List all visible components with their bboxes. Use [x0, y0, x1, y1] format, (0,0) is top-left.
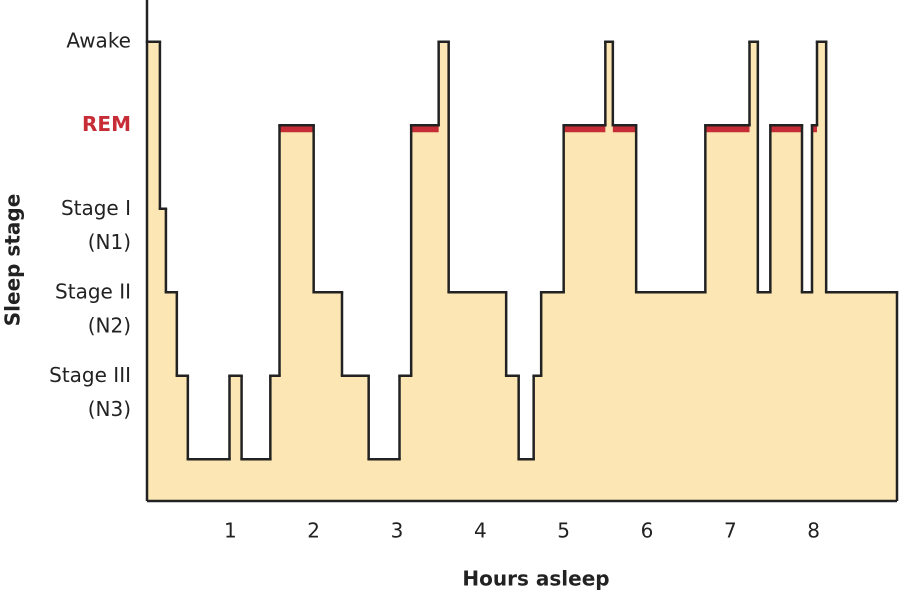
y-tick-label-line: (N2)	[88, 313, 131, 337]
step-fill	[705, 125, 750, 501]
x-tick-label: 4	[474, 519, 487, 543]
rem-highlight	[812, 125, 817, 133]
y-tick-label-line: (N3)	[88, 396, 131, 420]
rem-highlight	[411, 125, 439, 133]
step-fill	[826, 292, 898, 501]
x-tick-label: 7	[724, 519, 737, 543]
step-fill	[411, 125, 440, 501]
step-fill	[147, 41, 161, 501]
rem-highlight	[563, 125, 606, 133]
step-fill	[279, 125, 315, 501]
step-fill	[159, 208, 167, 501]
y-tick-label: Stage I (N1)	[61, 195, 131, 253]
y-tick-label: Stage III (N3)	[49, 362, 131, 420]
y-tick-label: REM	[82, 112, 131, 136]
x-tick-label: 6	[641, 519, 654, 543]
x-axis-label: Hours asleep	[462, 567, 609, 591]
y-axis-label: Sleep stage	[1, 194, 25, 327]
rem-highlight	[279, 125, 314, 133]
step-fill	[605, 41, 614, 501]
step-fill	[313, 292, 343, 501]
step-fill	[563, 125, 606, 501]
y-tick-label: Awake	[66, 28, 131, 52]
step-fill	[770, 125, 803, 501]
step-fill	[448, 292, 507, 501]
step-fill	[757, 292, 771, 501]
y-tick-label-line: (N1)	[88, 229, 131, 253]
rem-highlight	[612, 125, 637, 133]
step-fill	[533, 375, 542, 501]
step-fill	[541, 292, 565, 501]
step-fill	[802, 292, 813, 501]
step-fill	[812, 125, 818, 501]
x-tick-label: 3	[391, 519, 404, 543]
step-fill	[636, 292, 706, 501]
step-fill	[399, 375, 412, 501]
y-tick-label-line: Stage III	[49, 362, 131, 386]
x-tick-label: 8	[807, 519, 820, 543]
step-fill	[518, 459, 535, 501]
x-tick-label: 2	[307, 519, 320, 543]
step-fill	[270, 375, 280, 501]
step-fill	[612, 125, 637, 501]
rem-highlight	[770, 125, 802, 133]
step-fill	[506, 375, 520, 501]
y-tick-label: Stage II (N2)	[55, 279, 131, 337]
step-fill	[229, 375, 243, 501]
rem-highlight	[705, 125, 750, 133]
x-tick-label: 5	[557, 519, 570, 543]
y-tick-label-line: Stage II	[55, 279, 131, 303]
step-fill	[438, 41, 450, 501]
step-fill	[817, 41, 827, 501]
step-fill	[187, 459, 230, 501]
y-tick-label-line: Stage I	[61, 195, 131, 219]
step-fill	[749, 41, 759, 501]
step-fill	[241, 459, 271, 501]
x-tick-label: 1	[224, 519, 237, 543]
step-fill	[165, 292, 178, 501]
step-fill	[368, 459, 400, 501]
step-fill	[176, 375, 189, 501]
step-fill	[342, 375, 370, 501]
